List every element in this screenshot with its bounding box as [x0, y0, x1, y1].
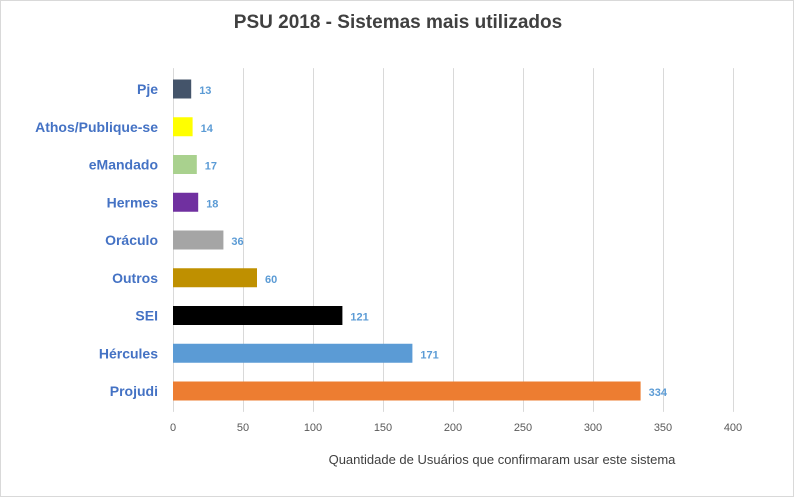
bars — [173, 79, 641, 401]
x-axis-title: Quantidade de Usuários que confirmaram u… — [328, 452, 676, 467]
x-tick-label: 250 — [514, 422, 532, 434]
data-label: 17 — [205, 161, 217, 173]
bar — [173, 192, 199, 212]
category-label: Pje — [137, 81, 158, 97]
data-label: 13 — [199, 85, 211, 97]
category-label: Outros — [112, 270, 158, 286]
x-tick-label: 50 — [237, 422, 249, 434]
x-tick-label: 0 — [170, 422, 176, 434]
x-tick-label: 400 — [724, 422, 742, 434]
bar — [173, 155, 197, 174]
x-tick-label: 200 — [444, 422, 462, 434]
bar — [173, 343, 413, 363]
x-tick-label: 100 — [304, 422, 322, 434]
chart-title: PSU 2018 - Sistemas mais utilizados — [233, 12, 563, 33]
bar — [173, 230, 224, 250]
data-label: 121 — [350, 312, 368, 324]
bar — [173, 117, 193, 137]
data-label: 14 — [201, 123, 214, 135]
x-tick-label: 350 — [654, 422, 672, 434]
category-label: eMandado — [89, 157, 158, 173]
x-tick-label: 300 — [584, 422, 602, 434]
category-label: Athos/Publique-se — [35, 119, 158, 135]
category-label: SEI — [135, 308, 158, 324]
data-label: 36 — [231, 236, 243, 248]
data-label: 171 — [420, 349, 438, 361]
category-label: Projudi — [110, 383, 158, 399]
category-label: Hércules — [99, 345, 158, 361]
category-label: Hermes — [107, 194, 159, 210]
bar — [173, 79, 192, 99]
data-label: 60 — [265, 274, 277, 286]
category-label: Oráculo — [105, 232, 158, 248]
bar — [173, 306, 343, 325]
bar — [173, 268, 257, 288]
data-label: 18 — [206, 198, 218, 210]
data-label: 334 — [649, 387, 668, 399]
bar — [173, 381, 641, 401]
x-tick-label: 150 — [374, 422, 392, 434]
labels: 0 50 100 150 200 250 300 350 400 Pje 13 Athos/Publi… — [35, 81, 742, 434]
